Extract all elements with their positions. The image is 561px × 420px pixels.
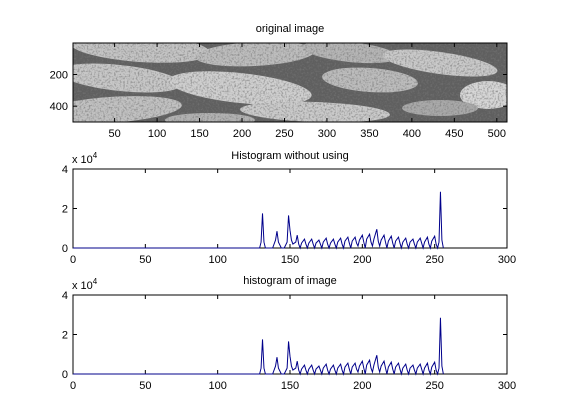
image-y-tick-label: 400 — [50, 101, 68, 113]
original-image — [73, 43, 507, 122]
image-axes-box — [72, 42, 508, 123]
histogram2-x-tick-label: 200 — [353, 380, 371, 392]
image-y-ticks: 200 400 — [50, 70, 507, 113]
histogram1-title: Histogram without using — [231, 150, 349, 162]
histogram2-x-tick-label: 250 — [425, 380, 443, 392]
histogram1-x-tick-label: 300 — [498, 254, 516, 266]
image-y-tick-label: 200 — [50, 70, 68, 82]
histogram1-x-tick-label: 100 — [208, 254, 226, 266]
image-x-tick-label: 200 — [233, 128, 251, 140]
histogram1-line — [73, 191, 444, 250]
image-x-ticks: 50 100 150 200 250 300 350 400 450 500 — [108, 43, 506, 140]
histogram1-ticks: 0 50 100 150 200 250 300 0 2 4 — [62, 164, 516, 266]
histogram1-x-tick-label: 0 — [70, 254, 76, 266]
histogram1-exponent: x 104 — [72, 151, 98, 166]
image-x-tick-label: 50 — [108, 128, 120, 140]
histogram2-x-tick-label: 100 — [208, 380, 226, 392]
image-x-tick-label: 300 — [318, 128, 336, 140]
histogram2-x-tick-label: 150 — [281, 380, 299, 392]
image-x-tick-label: 250 — [275, 128, 293, 140]
histogram1-x-tick-label: 150 — [281, 254, 299, 266]
image-x-tick-label: 350 — [360, 128, 378, 140]
histogram1-x-tick-label: 50 — [139, 254, 151, 266]
histogram2-series — [73, 317, 444, 376]
histogram1-series — [73, 191, 444, 250]
histogram2-x-tick-label: 0 — [70, 380, 76, 392]
histogram2-y-tick-label: 2 — [62, 330, 68, 342]
image-x-tick-label: 450 — [445, 128, 463, 140]
histogram1-y-tick-label: 2 — [62, 204, 68, 216]
histogram1-x-tick-label: 200 — [353, 254, 371, 266]
image-x-tick-label: 400 — [403, 128, 421, 140]
histogram2-ticks: 0 50 100 150 200 250 300 0 2 4 — [62, 290, 516, 392]
image-x-tick-label: 150 — [190, 128, 208, 140]
histogram2-x-tick-label: 50 — [139, 380, 151, 392]
histogram2-title: histogram of image — [243, 275, 337, 287]
image-title: original image — [255, 23, 325, 35]
histogram1-y-tick-label: 0 — [62, 243, 68, 255]
histogram2-y-tick-label: 4 — [62, 290, 68, 302]
histogram2-exponent: x 104 — [72, 277, 98, 292]
histogram1-y-tick-label: 4 — [62, 164, 68, 176]
image-x-tick-label: 500 — [488, 128, 506, 140]
histogram2-y-tick-label: 0 — [62, 369, 68, 381]
histogram2-line — [73, 317, 444, 376]
image-x-tick-label: 100 — [148, 128, 166, 140]
histogram2-x-tick-label: 300 — [498, 380, 516, 392]
histogram1-x-tick-label: 250 — [425, 254, 443, 266]
